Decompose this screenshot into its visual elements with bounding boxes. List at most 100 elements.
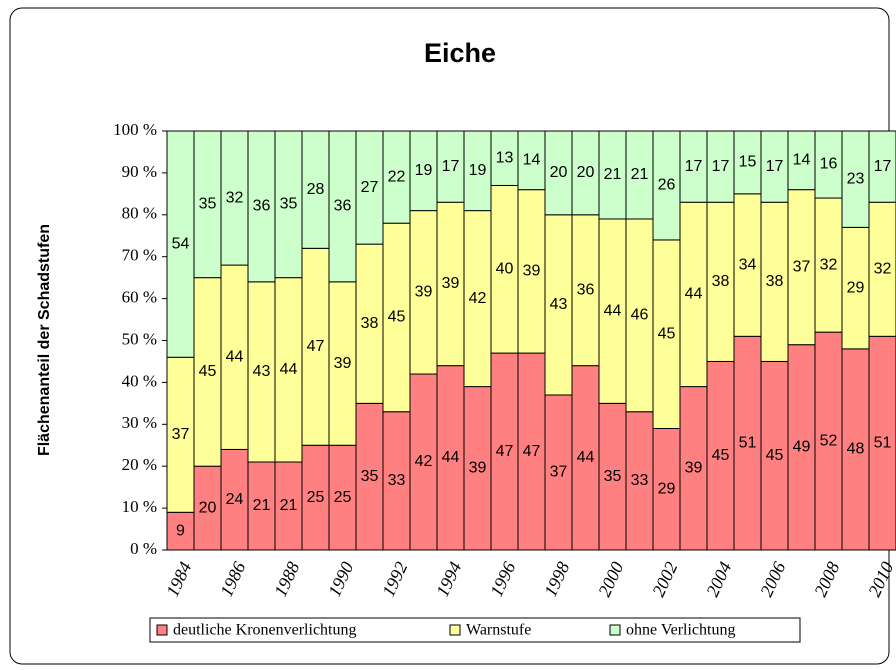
- data-label: 44: [685, 286, 703, 303]
- bar-segment: [193, 130, 222, 279]
- data-label: 35: [604, 468, 622, 485]
- bar-segment: [517, 130, 546, 191]
- bar-segment: [841, 226, 870, 350]
- data-label: 22: [388, 168, 406, 185]
- y-tick-label: 30 %: [122, 413, 157, 432]
- legend-box: [149, 617, 801, 643]
- bar-segment: [706, 130, 735, 203]
- bar-segment: [625, 130, 654, 220]
- data-label: 39: [685, 460, 703, 477]
- data-label: 15: [739, 154, 757, 171]
- data-label: 45: [766, 447, 784, 464]
- bar-segment: [463, 210, 492, 388]
- y-tick-label: 0 %: [130, 539, 157, 558]
- legend-label: Warnstufe: [466, 622, 531, 639]
- data-label: 54: [172, 235, 190, 252]
- data-label: 25: [307, 489, 325, 506]
- data-label: 27: [361, 179, 379, 196]
- bar-segment: [733, 130, 762, 195]
- bar-segment: [463, 130, 492, 212]
- data-label: 39: [442, 275, 460, 292]
- data-label: 51: [874, 434, 892, 451]
- bar-segment: [679, 201, 708, 388]
- y-tick-label: 40 %: [122, 371, 157, 390]
- bar-segment: [868, 130, 896, 203]
- bar-segment: [544, 130, 573, 216]
- bar-segment: [517, 352, 546, 551]
- bar-segment: [598, 130, 627, 220]
- data-label: 40: [496, 260, 514, 277]
- bar-segment: [760, 130, 789, 203]
- bar-segment: [625, 411, 654, 551]
- data-label: 21: [253, 497, 271, 514]
- data-label: 37: [793, 258, 811, 275]
- data-label: 28: [307, 181, 325, 198]
- data-label: 32: [226, 189, 244, 206]
- data-label: 45: [658, 325, 676, 342]
- bar-segment: [301, 130, 330, 249]
- bar-segment: [274, 461, 303, 551]
- data-label: 46: [631, 307, 649, 324]
- bar-segment: [166, 130, 195, 358]
- bar-segment: [652, 239, 681, 429]
- bar-segment: [301, 247, 330, 446]
- data-label: 52: [820, 432, 838, 449]
- data-label: 9: [176, 522, 185, 539]
- data-label: 38: [712, 273, 730, 290]
- y-tick-label: 70 %: [122, 246, 157, 265]
- data-label: 43: [550, 296, 568, 313]
- legend-swatch: [609, 624, 621, 636]
- data-label: 45: [199, 363, 217, 380]
- bar-segment: [760, 201, 789, 362]
- y-tick-label: 60 %: [122, 288, 157, 307]
- data-label: 20: [199, 499, 217, 516]
- data-label: 29: [847, 279, 865, 296]
- y-tick-label: 80 %: [122, 204, 157, 223]
- data-label: 47: [307, 338, 325, 355]
- data-label: 19: [469, 162, 487, 179]
- data-label: 23: [847, 170, 865, 187]
- legend-label: deutliche Kronenverlichtung: [173, 622, 357, 639]
- data-label: 33: [388, 472, 406, 489]
- data-label: 21: [280, 497, 298, 514]
- data-label: 39: [469, 460, 487, 477]
- data-label: 17: [874, 158, 892, 175]
- legend-label: ohne Verlichtung: [626, 622, 735, 639]
- data-label: 45: [388, 309, 406, 326]
- chart-title: Eiche: [424, 38, 496, 68]
- bar-segment: [463, 386, 492, 551]
- bar-segment: [490, 352, 519, 551]
- data-label: 29: [658, 480, 676, 497]
- data-label: 35: [199, 196, 217, 213]
- bar-segment: [247, 281, 276, 463]
- data-label: 44: [280, 361, 298, 378]
- data-label: 37: [550, 464, 568, 481]
- legend-swatch: [156, 624, 168, 636]
- bar-segment: [355, 402, 384, 551]
- data-label: 39: [523, 263, 541, 280]
- data-label: 32: [820, 256, 838, 273]
- data-label: 13: [496, 149, 514, 166]
- bar-segment: [436, 201, 465, 367]
- bar-segment: [355, 243, 384, 404]
- bar-segment: [220, 130, 249, 266]
- data-label: 33: [631, 472, 649, 489]
- data-label: 36: [577, 281, 595, 298]
- bar-segment: [571, 365, 600, 551]
- data-label: 35: [280, 196, 298, 213]
- data-label: 16: [820, 156, 838, 173]
- bar-segment: [841, 130, 870, 228]
- bar-segment: [274, 277, 303, 463]
- legend-swatch: [449, 624, 461, 636]
- y-tick-label: 90 %: [122, 162, 157, 181]
- data-label: 44: [604, 302, 622, 319]
- bar-segment: [544, 214, 573, 396]
- data-label: 48: [847, 441, 865, 458]
- bar-segment: [652, 130, 681, 241]
- bar-segment: [571, 130, 600, 216]
- data-label: 26: [658, 177, 676, 194]
- data-label: 17: [685, 158, 703, 175]
- bar-segment: [733, 193, 762, 337]
